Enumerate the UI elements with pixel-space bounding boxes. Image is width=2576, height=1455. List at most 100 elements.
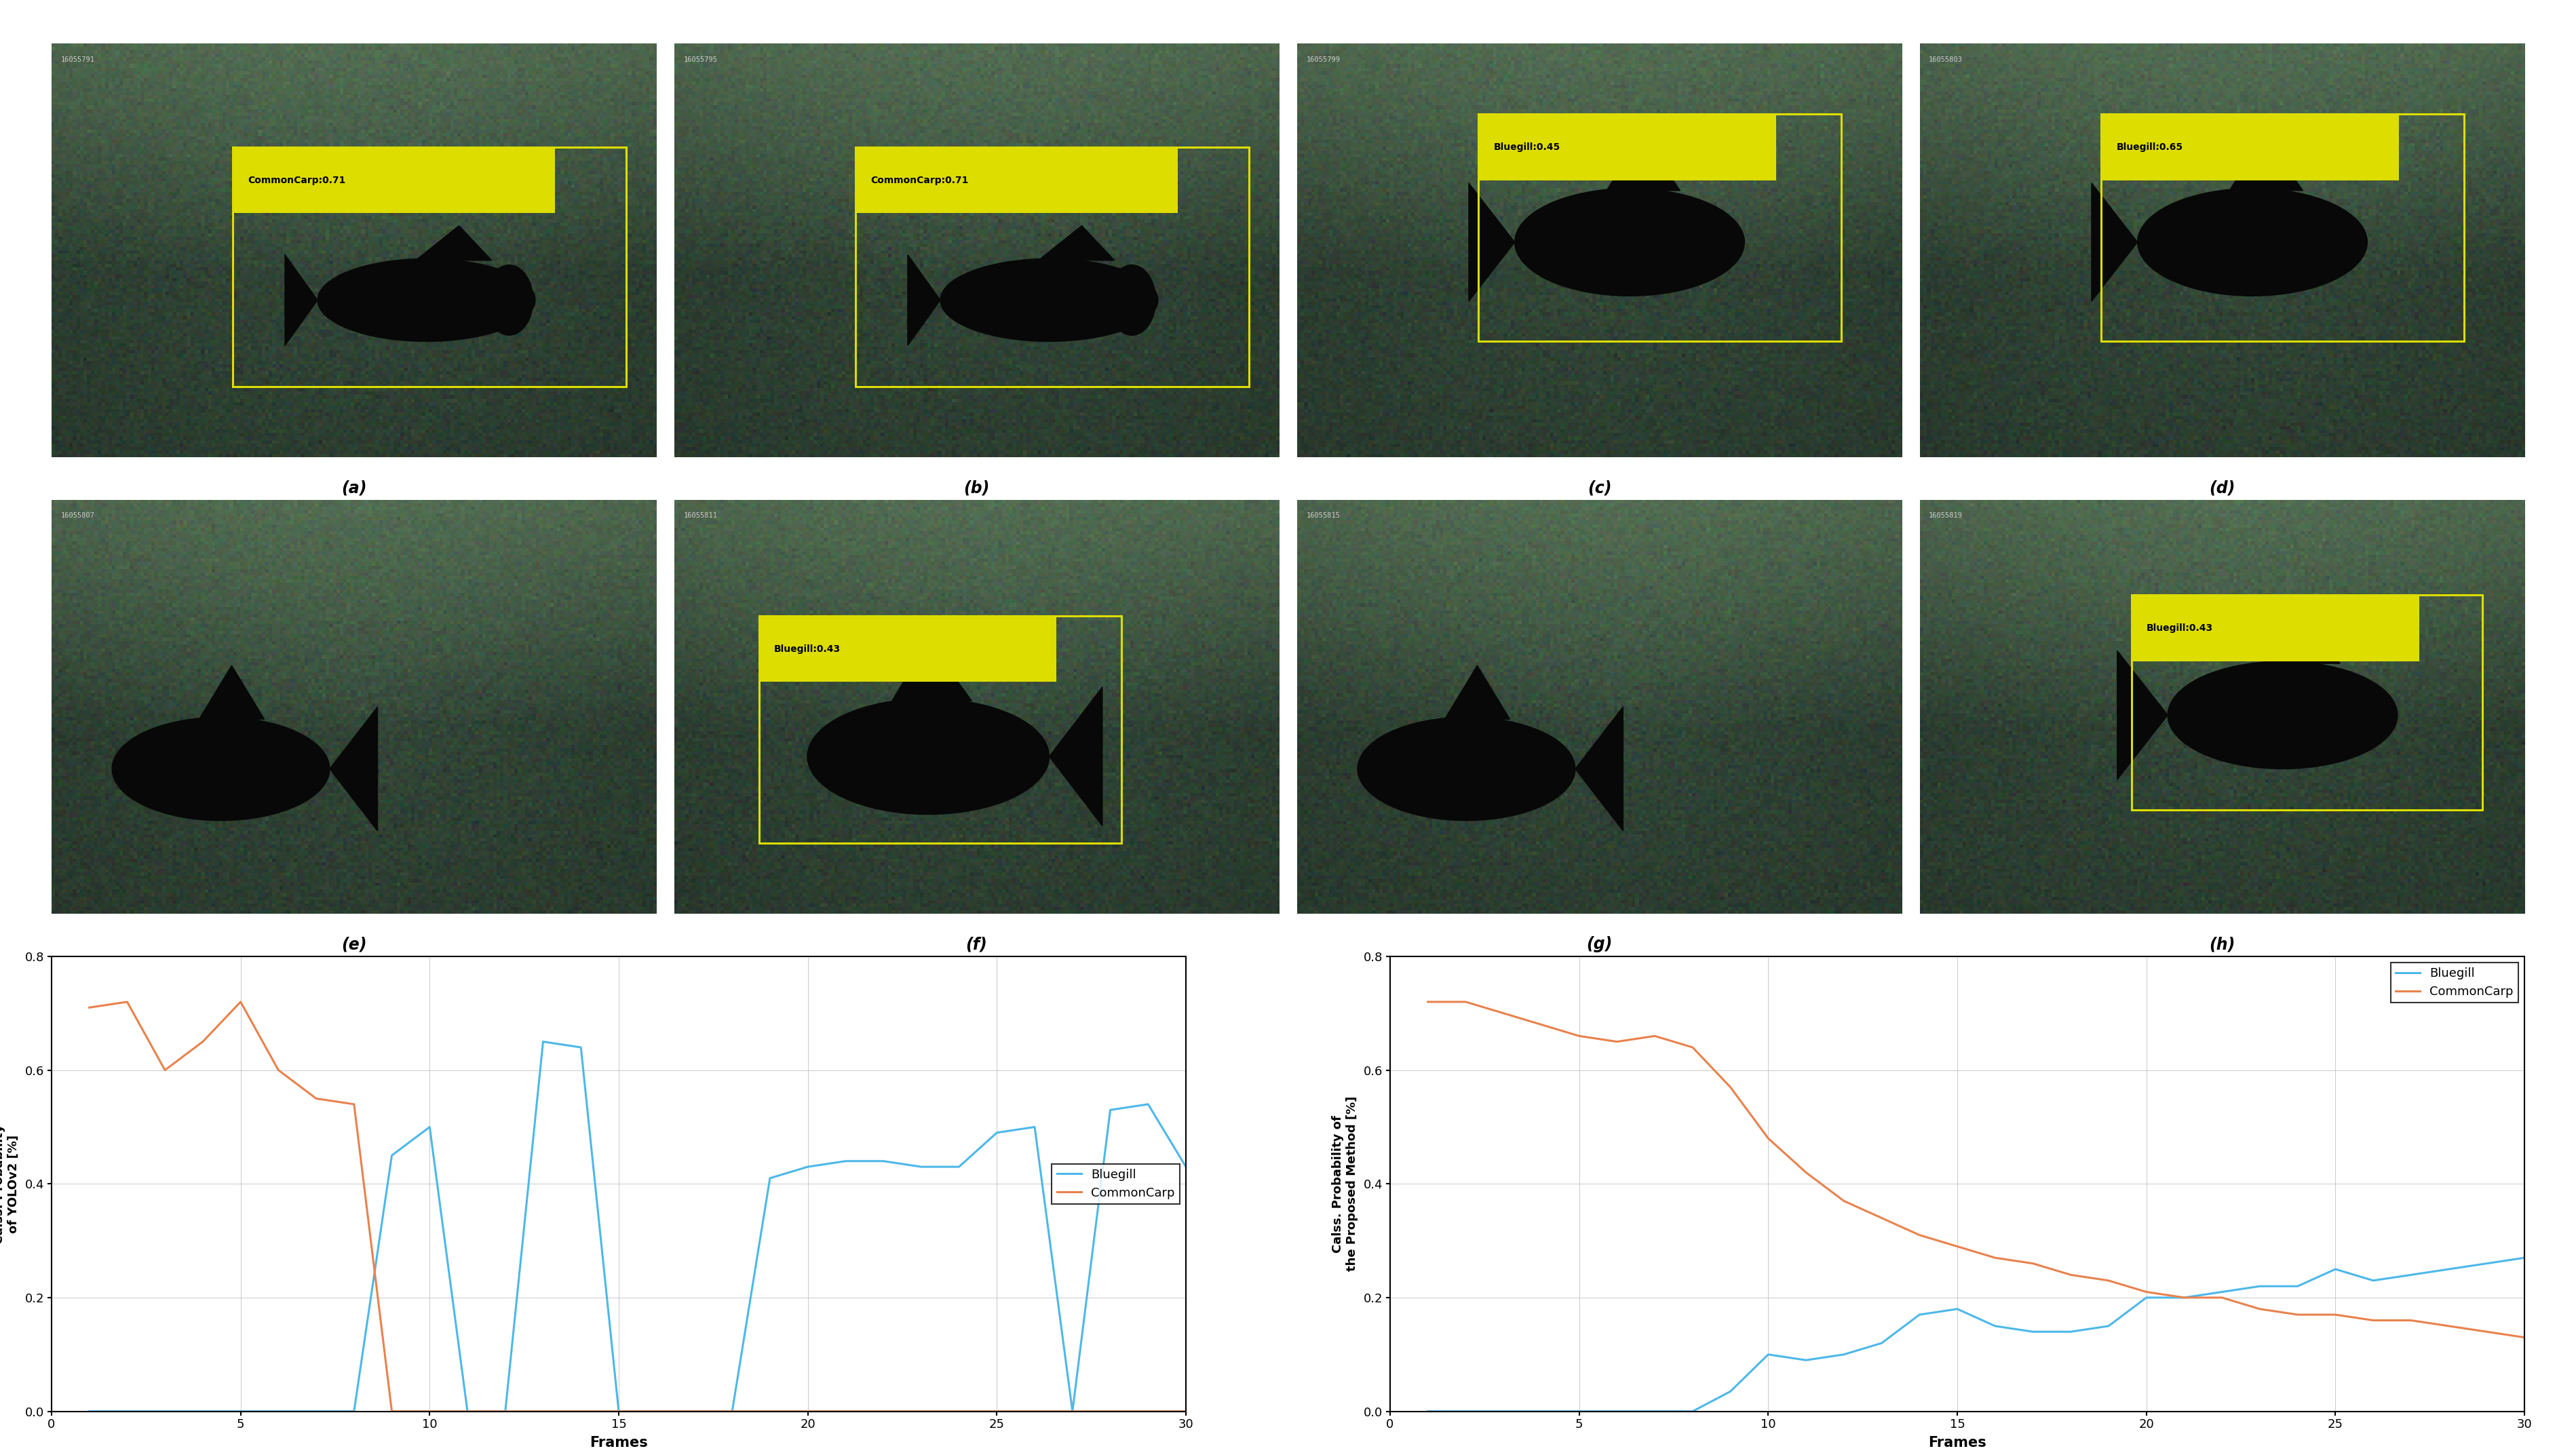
Bluegill [337,1403,368,1420]
Ellipse shape [484,265,533,335]
Text: (d): (d) [2210,480,2236,496]
CommonCarp [337,1096,368,1113]
Bluegill [680,1403,711,1420]
Ellipse shape [317,259,536,342]
Bluegill [149,1403,180,1420]
Bluegill [829,1152,860,1170]
Y-axis label: Calss. Probability
of YOLOv2 [%]: Calss. Probability of YOLOv2 [%] [0,1125,21,1244]
Text: 16055791: 16055791 [62,57,95,63]
Bluegill [376,1147,407,1164]
CommonCarp [2094,1272,2125,1289]
CommonCarp [376,1403,407,1420]
CommonCarp [75,998,106,1016]
CommonCarp [1056,1403,1087,1420]
CommonCarp [2282,1307,2313,1324]
Polygon shape [286,255,317,346]
X-axis label: Frames: Frames [590,1436,647,1449]
Bluegill [1525,1403,1556,1420]
CommonCarp [1942,1238,1973,1256]
Text: (g): (g) [1587,937,1613,953]
Bluegill [1829,1346,1860,1363]
Polygon shape [2117,650,2169,780]
Polygon shape [2272,608,2339,663]
Bluegill [2169,1289,2200,1307]
CommonCarp [1602,1033,1633,1051]
Bluegill [2282,1277,2313,1295]
Bluegill [75,1403,106,1420]
Bluegill [2094,1317,2125,1334]
CommonCarp [943,1403,974,1420]
Polygon shape [2092,183,2138,301]
Line: CommonCarp: CommonCarp [90,1002,1185,1411]
CommonCarp [2470,1323,2501,1340]
Bluegill [301,1403,332,1420]
CommonCarp [868,1403,899,1420]
Polygon shape [907,255,940,346]
Bluegill [868,1152,899,1170]
Text: Bluegill:0.45: Bluegill:0.45 [1494,143,1561,151]
CommonCarp [2056,1266,2087,1283]
CommonCarp [1829,1192,1860,1209]
Bluegill [1564,1403,1595,1420]
Text: 16055795: 16055795 [683,57,716,63]
Polygon shape [1038,226,1115,260]
CommonCarp [2357,1311,2388,1328]
Bluegill [1056,1403,1087,1420]
Bar [232,147,556,214]
Ellipse shape [2138,188,2367,295]
Bluegill [1865,1334,1896,1352]
Bar [1479,113,1842,342]
CommonCarp [263,1061,294,1078]
Ellipse shape [2169,662,2398,768]
Bluegill [2208,1283,2239,1301]
CommonCarp [680,1403,711,1420]
CommonCarp [1133,1403,1164,1420]
Legend: Bluegill, CommonCarp: Bluegill, CommonCarp [1051,1164,1180,1205]
Bluegill [1602,1403,1633,1420]
Bluegill [528,1033,559,1051]
Bluegill [1942,1301,1973,1318]
CommonCarp [1525,1016,1556,1033]
Polygon shape [198,665,265,719]
Bluegill [1638,1403,1669,1420]
Bluegill [224,1403,255,1420]
CommonCarp [1564,1027,1595,1045]
CommonCarp [1450,994,1481,1011]
CommonCarp [2130,1283,2161,1301]
Polygon shape [1445,665,1510,719]
Bluegill [1095,1101,1126,1119]
Ellipse shape [1358,717,1574,821]
CommonCarp [2396,1311,2427,1328]
Legend: Bluegill, CommonCarp: Bluegill, CommonCarp [2391,963,2519,1002]
Bar [2102,113,2398,180]
Polygon shape [1468,183,1515,301]
Ellipse shape [111,717,330,821]
CommonCarp [528,1403,559,1420]
CommonCarp [1170,1403,1200,1420]
Bluegill [1133,1096,1164,1113]
Text: 16055803: 16055803 [1929,57,1963,63]
CommonCarp [1489,1004,1520,1021]
Text: CommonCarp:0.71: CommonCarp:0.71 [247,176,345,185]
Text: 16055799: 16055799 [1306,57,1340,63]
CommonCarp [603,1403,634,1420]
CommonCarp [1752,1129,1783,1147]
CommonCarp [1790,1164,1821,1181]
Bluegill [1904,1307,1935,1324]
Text: (h): (h) [2210,937,2236,953]
Bluegill [793,1158,824,1176]
Bluegill [1020,1119,1051,1136]
Bluegill [2470,1254,2501,1272]
Bar [855,147,1249,387]
Ellipse shape [1108,265,1157,335]
CommonCarp [2208,1289,2239,1307]
Bar [232,147,626,387]
CommonCarp [224,994,255,1011]
Bar [2130,595,2419,662]
Bluegill [2321,1260,2352,1277]
CommonCarp [2434,1317,2465,1334]
CommonCarp [641,1403,672,1420]
CommonCarp [1716,1078,1747,1096]
Bluegill [2244,1277,2275,1295]
CommonCarp [1978,1248,2009,1266]
